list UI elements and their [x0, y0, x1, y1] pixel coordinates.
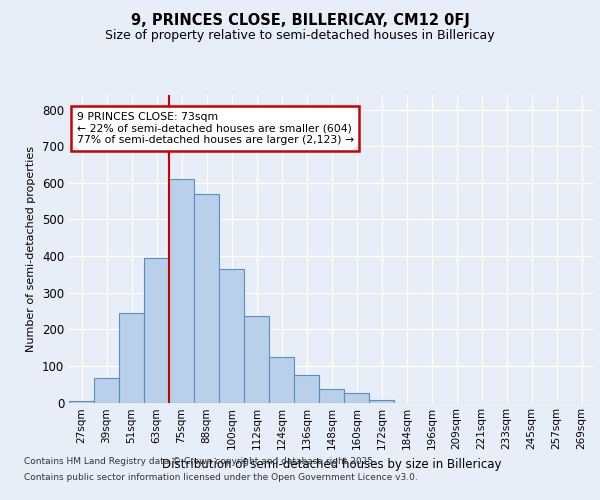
Text: 9, PRINCES CLOSE, BILLERICAY, CM12 0FJ: 9, PRINCES CLOSE, BILLERICAY, CM12 0FJ [131, 12, 469, 28]
X-axis label: Distribution of semi-detached houses by size in Billericay: Distribution of semi-detached houses by … [162, 458, 501, 471]
Y-axis label: Number of semi-detached properties: Number of semi-detached properties [26, 146, 37, 352]
Bar [169, 179, 194, 402]
Bar [369, 400, 394, 402]
Bar [319, 388, 344, 402]
Bar [294, 375, 319, 402]
Bar [144, 258, 169, 402]
Text: Size of property relative to semi-detached houses in Billericay: Size of property relative to semi-detach… [105, 29, 495, 42]
Bar [94, 378, 119, 402]
Text: Contains public sector information licensed under the Open Government Licence v3: Contains public sector information licen… [24, 472, 418, 482]
Bar [244, 316, 269, 402]
Bar [69, 400, 94, 402]
Text: 9 PRINCES CLOSE: 73sqm
← 22% of semi-detached houses are smaller (604)
77% of se: 9 PRINCES CLOSE: 73sqm ← 22% of semi-det… [77, 112, 354, 145]
Bar [344, 394, 369, 402]
Bar [219, 269, 244, 402]
Bar [119, 313, 144, 402]
Text: Contains HM Land Registry data © Crown copyright and database right 2025.: Contains HM Land Registry data © Crown c… [24, 458, 376, 466]
Bar [194, 194, 219, 402]
Bar [269, 356, 294, 403]
